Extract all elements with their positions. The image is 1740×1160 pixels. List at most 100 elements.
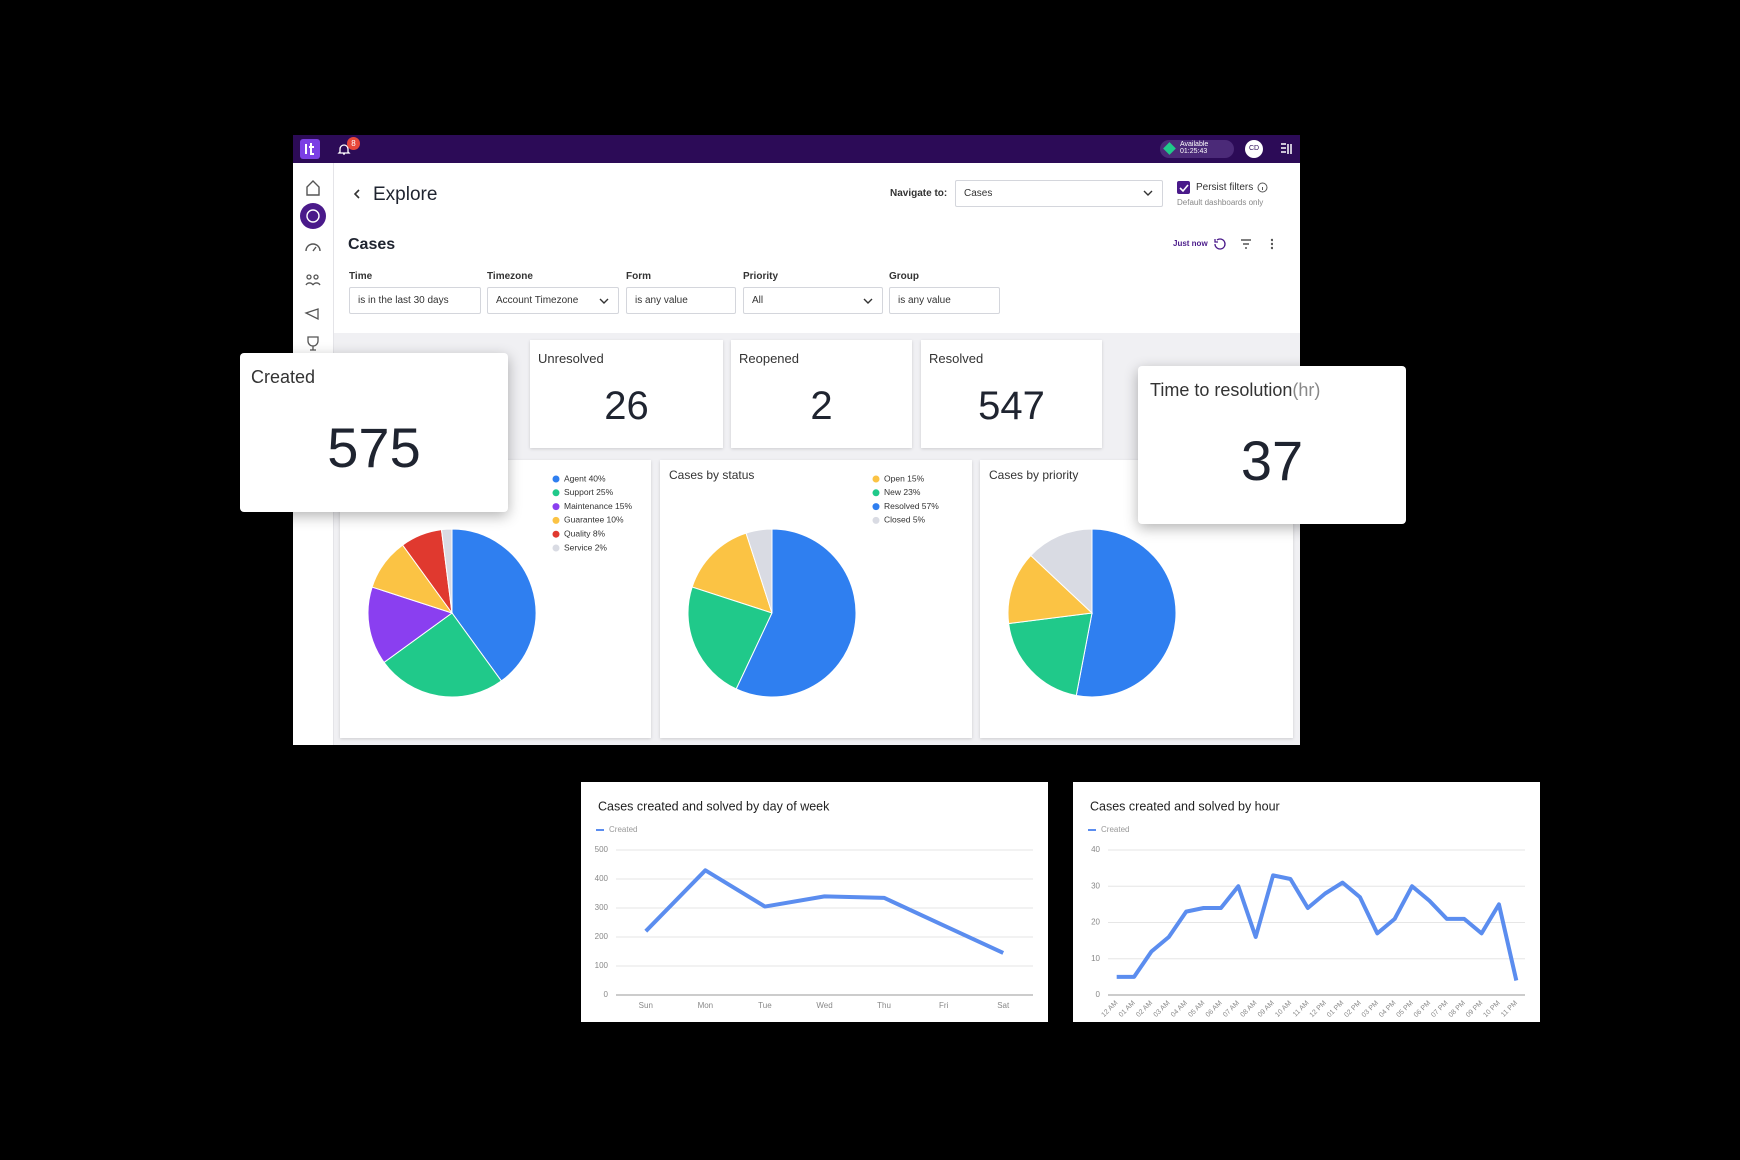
refreshed-label: Just now xyxy=(1173,239,1208,248)
users-icon[interactable] xyxy=(305,274,321,286)
status-pill[interactable]: Available 01:25:43 xyxy=(1160,140,1234,158)
kpi-card[interactable]: Resolved 547 xyxy=(921,340,1102,448)
page-title: Explore xyxy=(373,184,438,205)
explore-icon[interactable] xyxy=(300,203,326,229)
kpi-value: 547 xyxy=(978,384,1045,428)
trophy-icon[interactable] xyxy=(307,336,319,351)
status-timer: 01:25:43 xyxy=(1180,148,1208,155)
more-icon[interactable] xyxy=(1270,238,1273,250)
persist-checkbox[interactable] xyxy=(1177,181,1190,194)
line-card: Cases created and solved by day of week 0… xyxy=(581,782,1048,1022)
x-tick-label: 05 PM xyxy=(1396,1000,1415,1019)
y-tick-label: 0 xyxy=(1096,990,1101,999)
persist-note: Default dashboards only xyxy=(1177,198,1264,207)
filter-box[interactable]: is any value xyxy=(626,287,736,314)
navigate-select[interactable]: Cases xyxy=(955,180,1163,207)
kpi-value: 37 xyxy=(1240,429,1304,492)
filter-box[interactable]: Account Timezone xyxy=(487,287,619,314)
x-tick-label: 02 AM xyxy=(1135,1000,1154,1019)
pie-slice xyxy=(383,612,503,698)
y-tick-label: 300 xyxy=(595,903,609,912)
filter-value: Account Timezone xyxy=(496,295,579,306)
filter-box[interactable]: is any value xyxy=(889,287,1000,314)
x-tick-label: 07 AM xyxy=(1222,1000,1241,1019)
x-tick-label: Sun xyxy=(639,1001,653,1010)
x-tick-label: 03 PM xyxy=(1361,1000,1380,1019)
legend-swatch xyxy=(872,475,880,483)
pie-slice xyxy=(687,586,773,690)
kpi-title-group: Time to resolution(hr) xyxy=(1150,380,1320,401)
y-tick-label: 0 xyxy=(604,990,609,999)
y-tick-label: 500 xyxy=(595,845,609,854)
sidebar-icons xyxy=(300,180,326,351)
campaign-icon[interactable] xyxy=(304,308,319,321)
kpi-card-created[interactable]: Created 575 xyxy=(240,353,508,512)
line-chart: Cases created and solved by hour 0 10 20 30 4… xyxy=(1088,799,1525,1019)
x-tick-label: 09 AM xyxy=(1257,1000,1276,1019)
kpi-card-resolution[interactable]: Time to resolution(hr) 37 xyxy=(1138,366,1406,524)
filter-label: Priority xyxy=(743,271,779,282)
filter-value: is in the last 30 days xyxy=(358,295,449,306)
toolbar-icons xyxy=(1214,238,1273,250)
kpi-value: 575 xyxy=(327,416,421,479)
back-icon[interactable] xyxy=(352,188,362,200)
kpi-title: Reopened xyxy=(739,351,799,366)
x-tick-label: 03 AM xyxy=(1153,1000,1172,1019)
home-icon[interactable] xyxy=(306,180,320,196)
x-tick-label: 11 AM xyxy=(1292,1000,1311,1019)
bell-icon[interactable] xyxy=(337,142,351,156)
filter-value: All xyxy=(752,295,764,306)
avatar[interactable]: CD xyxy=(1245,140,1263,158)
navigate-value: Cases xyxy=(964,188,993,199)
kpi-card[interactable]: Reopened 2 xyxy=(731,340,912,448)
refresh-icon[interactable] xyxy=(1214,238,1226,250)
info-icon[interactable] xyxy=(1257,182,1268,193)
top-bar: 8 Available 01:25:43 CD xyxy=(293,135,1300,163)
legend-swatch xyxy=(872,503,880,511)
y-tick-label: 400 xyxy=(595,874,609,883)
filter-box[interactable]: is in the last 30 days xyxy=(349,287,481,314)
x-tick-label: 08 AM xyxy=(1239,1000,1258,1019)
filter-value: is any value xyxy=(635,295,688,306)
legend-swatch xyxy=(552,475,560,483)
line-series xyxy=(644,868,1005,955)
pie-slice xyxy=(745,528,773,614)
x-tick-label: Thu xyxy=(877,1001,891,1010)
pie-slice xyxy=(440,528,453,614)
filter-icon[interactable] xyxy=(1241,239,1251,249)
kpi-title: Time to resolution xyxy=(1150,380,1293,400)
chevron-path xyxy=(599,298,609,304)
legend-swatch xyxy=(552,503,560,511)
chevron xyxy=(1143,190,1153,196)
y-tick-label: 200 xyxy=(595,932,609,941)
chart-title: Cases by priority xyxy=(989,468,1078,482)
x-tick-label: 08 PM xyxy=(1448,1000,1467,1019)
pie-slice xyxy=(451,528,537,682)
dashboard-icon[interactable] xyxy=(305,243,321,252)
filter-label: Time xyxy=(349,271,373,282)
legend-swatch xyxy=(552,516,560,524)
chart-title: Cases created and solved by day of week xyxy=(598,799,830,813)
x-tick-label: 04 AM xyxy=(1170,1000,1189,1019)
pie-slice xyxy=(1075,528,1177,698)
x-tick-label: 07 PM xyxy=(1430,1000,1449,1019)
logo xyxy=(300,139,320,159)
x-tick-label: 10 PM xyxy=(1482,1000,1501,1019)
pie-chart: Cases by priority xyxy=(989,468,1177,698)
legend-swatch xyxy=(552,544,560,552)
pie-chart: Agent 40% Support 25% Maintenance 15% Guara… xyxy=(367,473,632,698)
status-icon xyxy=(1163,142,1176,155)
pie-slice xyxy=(1030,528,1093,615)
pie-chart: Cases by status Open 15% New 23% Resolved 5… xyxy=(669,468,939,698)
x-tick-label: 02 PM xyxy=(1343,1000,1362,1019)
y-tick-label: 100 xyxy=(595,961,609,970)
filter-value: is any value xyxy=(898,295,951,306)
legend-label: Created xyxy=(609,825,637,834)
kpi-card[interactable]: Unresolved 26 xyxy=(530,340,723,448)
menu-icon[interactable] xyxy=(1281,143,1293,155)
filter-box[interactable]: All xyxy=(743,287,883,314)
kpi-unit: (hr) xyxy=(1292,380,1321,400)
legend-label: Created xyxy=(1101,825,1129,834)
x-tick-label: 01 AM xyxy=(1118,1000,1137,1019)
